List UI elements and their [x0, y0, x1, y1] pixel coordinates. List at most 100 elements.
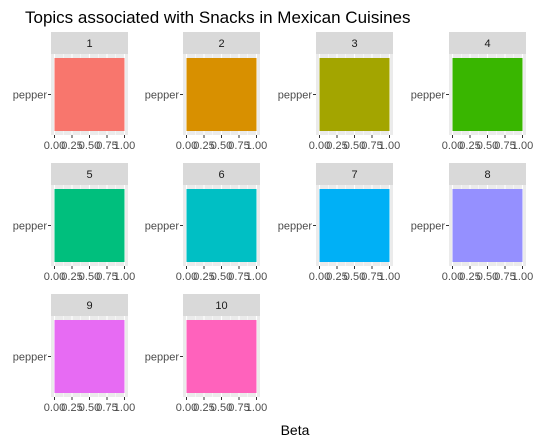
bar [452, 189, 523, 262]
facet-strip [51, 294, 128, 316]
facet-panel: 7 pepper 0.000.250.500.751.00 [278, 163, 400, 283]
x-tick-label: 0.50 [79, 271, 100, 283]
x-tick-label: 0.00 [442, 271, 463, 283]
facet-strip [316, 32, 393, 54]
x-tick-label: 0.50 [79, 140, 100, 152]
facet-strip-label: 5 [86, 169, 92, 181]
facet-panels: 1pepper0.000.250.500.751.002pepper0.000.… [13, 32, 533, 414]
x-tick-label: 1.00 [379, 271, 400, 283]
facet-strip [51, 32, 128, 54]
x-tick-label: 1.00 [512, 271, 533, 283]
bar [319, 58, 390, 131]
x-tick-label: 0.25 [193, 271, 214, 283]
x-tick-label: 0.75 [228, 271, 249, 283]
x-tick-label: 0.75 [361, 271, 382, 283]
x-tick-label: 0.50 [211, 271, 232, 283]
facet-panel: 4 pepper 0.000.250.500.751.00 [411, 32, 533, 152]
x-tick-label: 0.00 [176, 140, 197, 152]
bar [452, 58, 523, 131]
y-tick-label: pepper [411, 90, 446, 102]
facet-strip-label: 3 [351, 38, 357, 50]
bar [54, 189, 125, 262]
y-tick-label: pepper [13, 90, 48, 102]
facet-strip [449, 163, 526, 185]
x-tick-label: 0.75 [228, 402, 249, 414]
x-tick-label: 0.25 [459, 140, 480, 152]
x-tick-label: 0.00 [442, 140, 463, 152]
x-tick-label: 0.00 [309, 140, 330, 152]
facet-strip-label: 1 [86, 38, 92, 50]
x-tick-label: 0.00 [176, 402, 197, 414]
facet-strip-label: 7 [351, 169, 357, 181]
x-tick-label: 0.50 [79, 402, 100, 414]
facet-strip-label: 10 [215, 300, 227, 312]
y-tick-label: pepper [278, 221, 313, 233]
x-tick-label: 0.25 [193, 140, 214, 152]
x-tick-label: 1.00 [114, 140, 135, 152]
y-tick-label: pepper [278, 90, 313, 102]
x-axis-label: Beta [281, 422, 310, 438]
facet-panel: 10 pepper 0.000.250.500.751.00 [145, 294, 267, 414]
x-tick-label: 0.50 [477, 271, 498, 283]
x-tick-label: 0.00 [44, 271, 65, 283]
facet-panel: 8 pepper 0.000.250.500.751.00 [411, 163, 533, 283]
facet-panel: 1 pepper 0.000.250.500.751.00 [13, 32, 135, 152]
y-tick-label: pepper [145, 221, 180, 233]
facet-strip-label: 2 [218, 38, 224, 50]
y-tick-label: pepper [13, 352, 48, 364]
x-tick-label: 0.50 [211, 140, 232, 152]
x-tick-label: 0.25 [193, 402, 214, 414]
x-tick-label: 0.75 [228, 140, 249, 152]
y-tick-label: pepper [411, 221, 446, 233]
facet-panel: 2 pepper 0.000.250.500.751.00 [145, 32, 267, 152]
facet-strip-label: 9 [86, 300, 92, 312]
facet-panel: 6 pepper 0.000.250.500.751.00 [145, 163, 267, 283]
facet-strip-label: 8 [484, 169, 490, 181]
bar [54, 320, 125, 393]
x-tick-label: 1.00 [114, 402, 135, 414]
facet-strip-label: 6 [218, 169, 224, 181]
bar [186, 58, 257, 131]
x-tick-label: 1.00 [379, 140, 400, 152]
x-tick-label: 0.00 [44, 402, 65, 414]
facet-strip [316, 163, 393, 185]
bar [54, 58, 125, 131]
x-tick-label: 1.00 [512, 140, 533, 152]
x-tick-label: 0.25 [326, 140, 347, 152]
chart-title: Topics associated with Snacks in Mexican… [25, 8, 411, 27]
x-tick-label: 0.00 [44, 140, 65, 152]
facet-strip [183, 32, 260, 54]
x-tick-label: 0.75 [96, 271, 117, 283]
x-tick-label: 0.75 [96, 140, 117, 152]
facet-strip [449, 32, 526, 54]
y-tick-label: pepper [145, 352, 180, 364]
x-tick-label: 0.25 [61, 140, 82, 152]
x-tick-label: 0.00 [176, 271, 197, 283]
bar [186, 189, 257, 262]
x-tick-label: 0.25 [459, 271, 480, 283]
x-tick-label: 0.25 [61, 402, 82, 414]
facet-panel: 9 pepper 0.000.250.500.751.00 [13, 294, 135, 414]
x-tick-label: 1.00 [246, 402, 267, 414]
x-tick-label: 0.25 [326, 271, 347, 283]
x-tick-label: 1.00 [246, 271, 267, 283]
x-tick-label: 0.75 [494, 271, 515, 283]
x-tick-label: 0.00 [309, 271, 330, 283]
facet-panel: 5 pepper 0.000.250.500.751.00 [13, 163, 135, 283]
bar [186, 320, 257, 393]
x-tick-label: 0.50 [344, 140, 365, 152]
facet-strip [51, 163, 128, 185]
facet-strip [183, 294, 260, 316]
y-tick-label: pepper [145, 90, 180, 102]
x-tick-label: 0.75 [96, 402, 117, 414]
facet-panel: 3 pepper 0.000.250.500.751.00 [278, 32, 400, 152]
x-tick-label: 1.00 [246, 140, 267, 152]
bar [319, 189, 390, 262]
x-tick-label: 0.75 [494, 140, 515, 152]
x-tick-label: 0.50 [344, 271, 365, 283]
x-tick-label: 0.25 [61, 271, 82, 283]
x-tick-label: 0.50 [211, 402, 232, 414]
x-tick-label: 0.75 [361, 140, 382, 152]
x-tick-label: 0.50 [477, 140, 498, 152]
